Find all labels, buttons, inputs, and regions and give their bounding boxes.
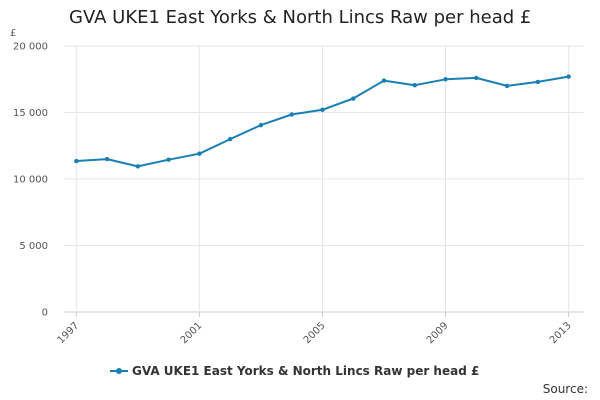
data-point[interactable]	[566, 74, 571, 79]
data-point[interactable]	[412, 83, 417, 88]
y-tick-label: 10 000	[13, 175, 48, 186]
data-point[interactable]	[104, 156, 110, 162]
x-tick-label: 2001	[179, 320, 205, 346]
y-tick-label: 20 000	[13, 42, 48, 53]
data-point[interactable]	[289, 112, 294, 117]
data-point[interactable]	[504, 83, 510, 89]
axis-layer: 0 5 000 10 000 15 000 20 000 £1997 2001 2005 200…	[10, 28, 574, 346]
data-point[interactable]	[135, 164, 141, 169]
data-point[interactable]	[535, 79, 541, 85]
data-point[interactable]	[74, 158, 79, 164]
x-tick-label: 2013	[548, 320, 574, 346]
x-tick-label: 2005	[302, 320, 328, 346]
x-tick-label: 2009	[425, 320, 451, 346]
data-point[interactable]	[258, 122, 264, 128]
source-label: Source:	[542, 382, 588, 396]
y-tick-label: 15 000	[13, 108, 48, 119]
legend-swatch-dot	[116, 368, 122, 374]
series-layer	[74, 74, 571, 169]
data-point[interactable]	[351, 96, 356, 101]
data-point[interactable]	[474, 75, 479, 81]
data-point[interactable]	[197, 151, 202, 156]
y-tick-label: 5 000	[19, 241, 48, 252]
data-point[interactable]	[227, 136, 233, 142]
legend[interactable]: GVA UKE1 East Yorks & North Lincs Raw pe…	[110, 364, 479, 378]
data-point[interactable]	[443, 77, 448, 82]
chart-title: GVA UKE1 East Yorks & North Lincs Raw pe…	[69, 7, 532, 28]
data-point[interactable]	[166, 157, 171, 162]
data-point[interactable]	[381, 78, 387, 83]
x-tick-label: 1997	[56, 320, 82, 346]
legend-swatch	[110, 366, 128, 376]
legend-label: GVA UKE1 East Yorks & North Lincs Raw pe…	[132, 364, 480, 378]
y-axis-label: £	[10, 28, 16, 39]
data-point[interactable]	[320, 107, 325, 113]
y-tick-label: 0	[42, 308, 48, 319]
grid-layer	[64, 45, 584, 313]
